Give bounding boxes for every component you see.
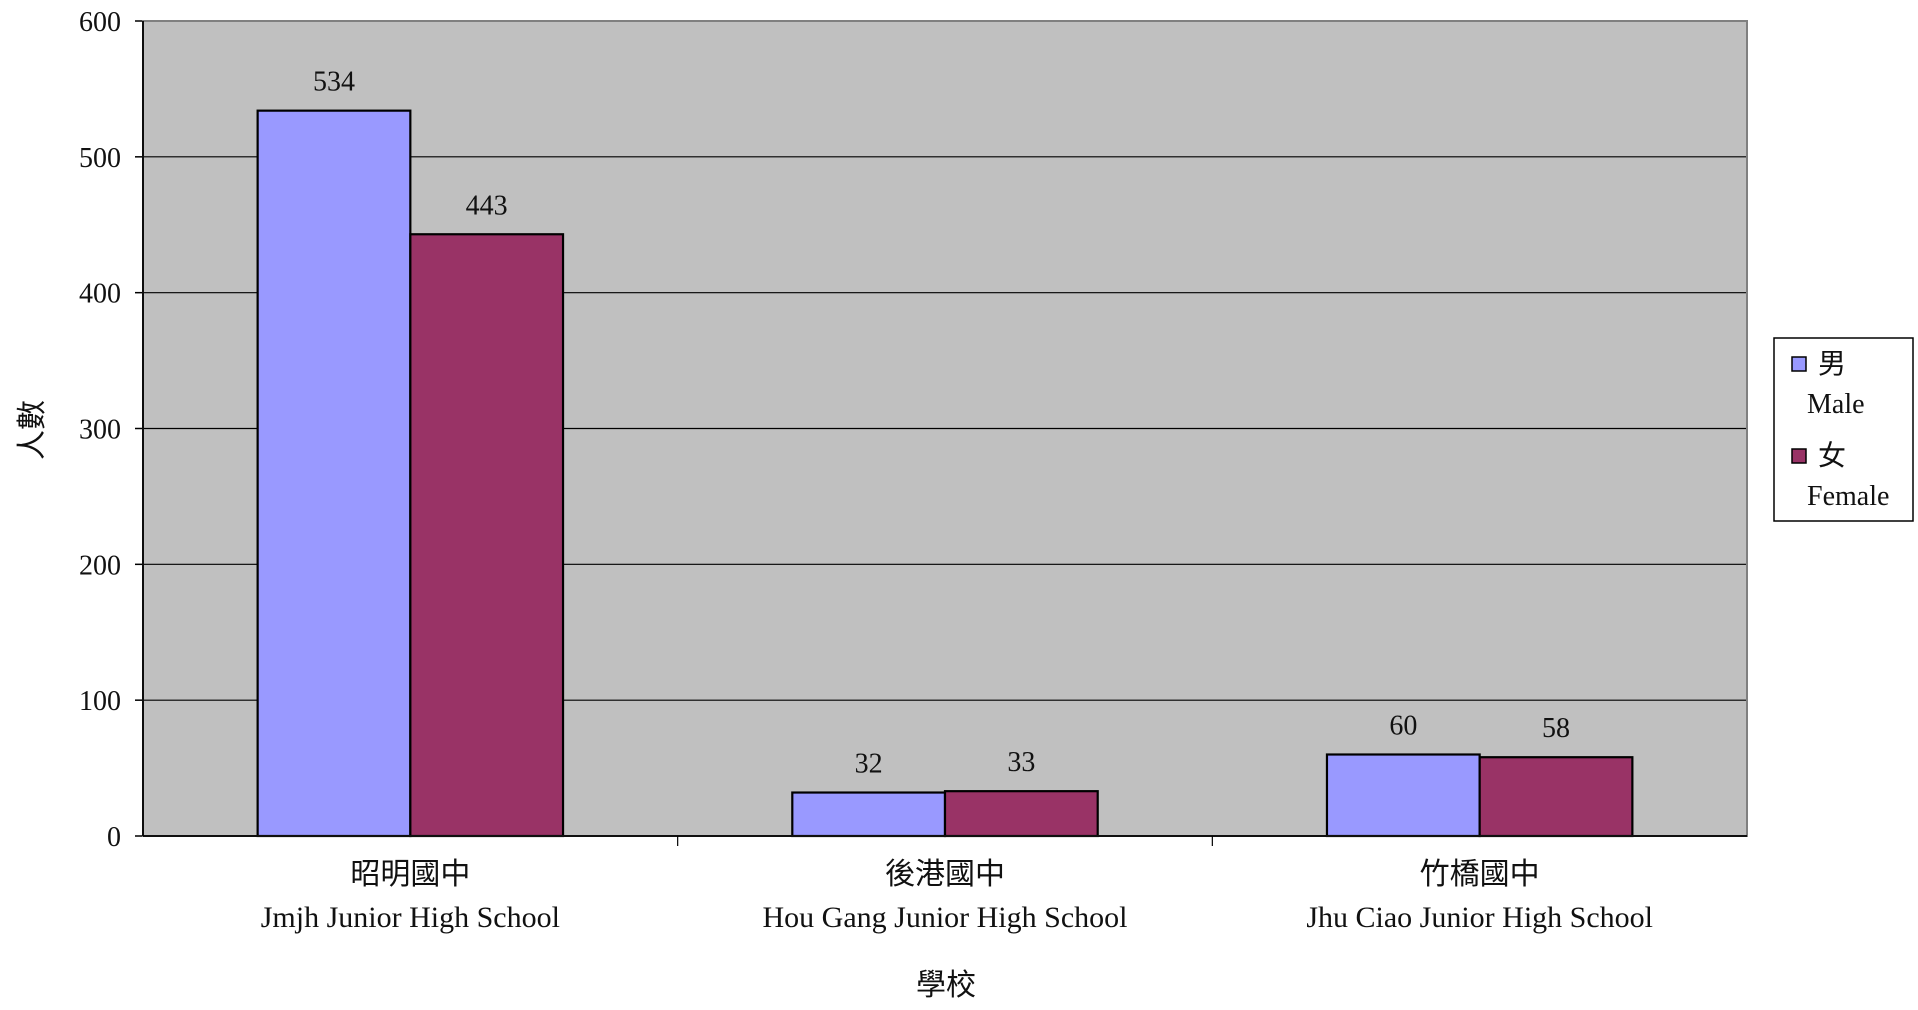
data-label: 58 — [1542, 713, 1570, 744]
legend-label: Female — [1807, 481, 1889, 512]
bar-female — [1478, 756, 1634, 838]
bars — [256, 109, 1634, 838]
y-tick-label: 0 — [107, 822, 121, 853]
legend-label: 女 — [1818, 440, 1846, 472]
bar-male — [791, 791, 947, 838]
y-tick-label: 400 — [79, 279, 121, 310]
legend-label: Male — [1807, 389, 1865, 420]
legend-swatch — [1791, 448, 1807, 464]
y-tick-label: 100 — [79, 686, 121, 717]
data-label: 60 — [1389, 711, 1417, 742]
bar-male — [1325, 753, 1481, 838]
x-tick-label: 昭明國中 — [350, 858, 470, 891]
x-axis-title: 學校 — [916, 969, 976, 1002]
x-tick-label: Jhu Ciao Junior High School — [1306, 901, 1653, 934]
data-label: 534 — [313, 67, 355, 98]
y-tick-label: 300 — [79, 415, 121, 446]
y-tick-label: 600 — [79, 7, 121, 38]
data-label: 33 — [1007, 747, 1035, 778]
data-label: 32 — [855, 749, 883, 780]
y-axis-title: 人數 — [16, 400, 49, 460]
data-label: 443 — [466, 190, 508, 221]
legend: 男 Male 女 Female — [1773, 337, 1914, 522]
axes: 0 100 200 300 400 500 600 昭明國中 Jmjh Junior High … — [79, 7, 1748, 934]
y-tick-label: 500 — [79, 143, 121, 174]
y-tick-label: 200 — [79, 550, 121, 581]
bar-male — [256, 109, 412, 838]
x-tick-label: Jmjh Junior High School — [261, 901, 560, 934]
x-tick-label: Hou Gang Junior High School — [763, 901, 1128, 934]
bar-female — [409, 233, 565, 838]
x-tick-label: 竹橋國中 — [1420, 858, 1540, 891]
legend-label: 男 — [1818, 349, 1846, 380]
bar-female — [943, 790, 1099, 838]
data-labels: 534 443 32 33 60 58 — [313, 67, 1570, 780]
x-tick-label: 後港國中 — [885, 858, 1005, 891]
legend-swatch — [1791, 356, 1807, 372]
